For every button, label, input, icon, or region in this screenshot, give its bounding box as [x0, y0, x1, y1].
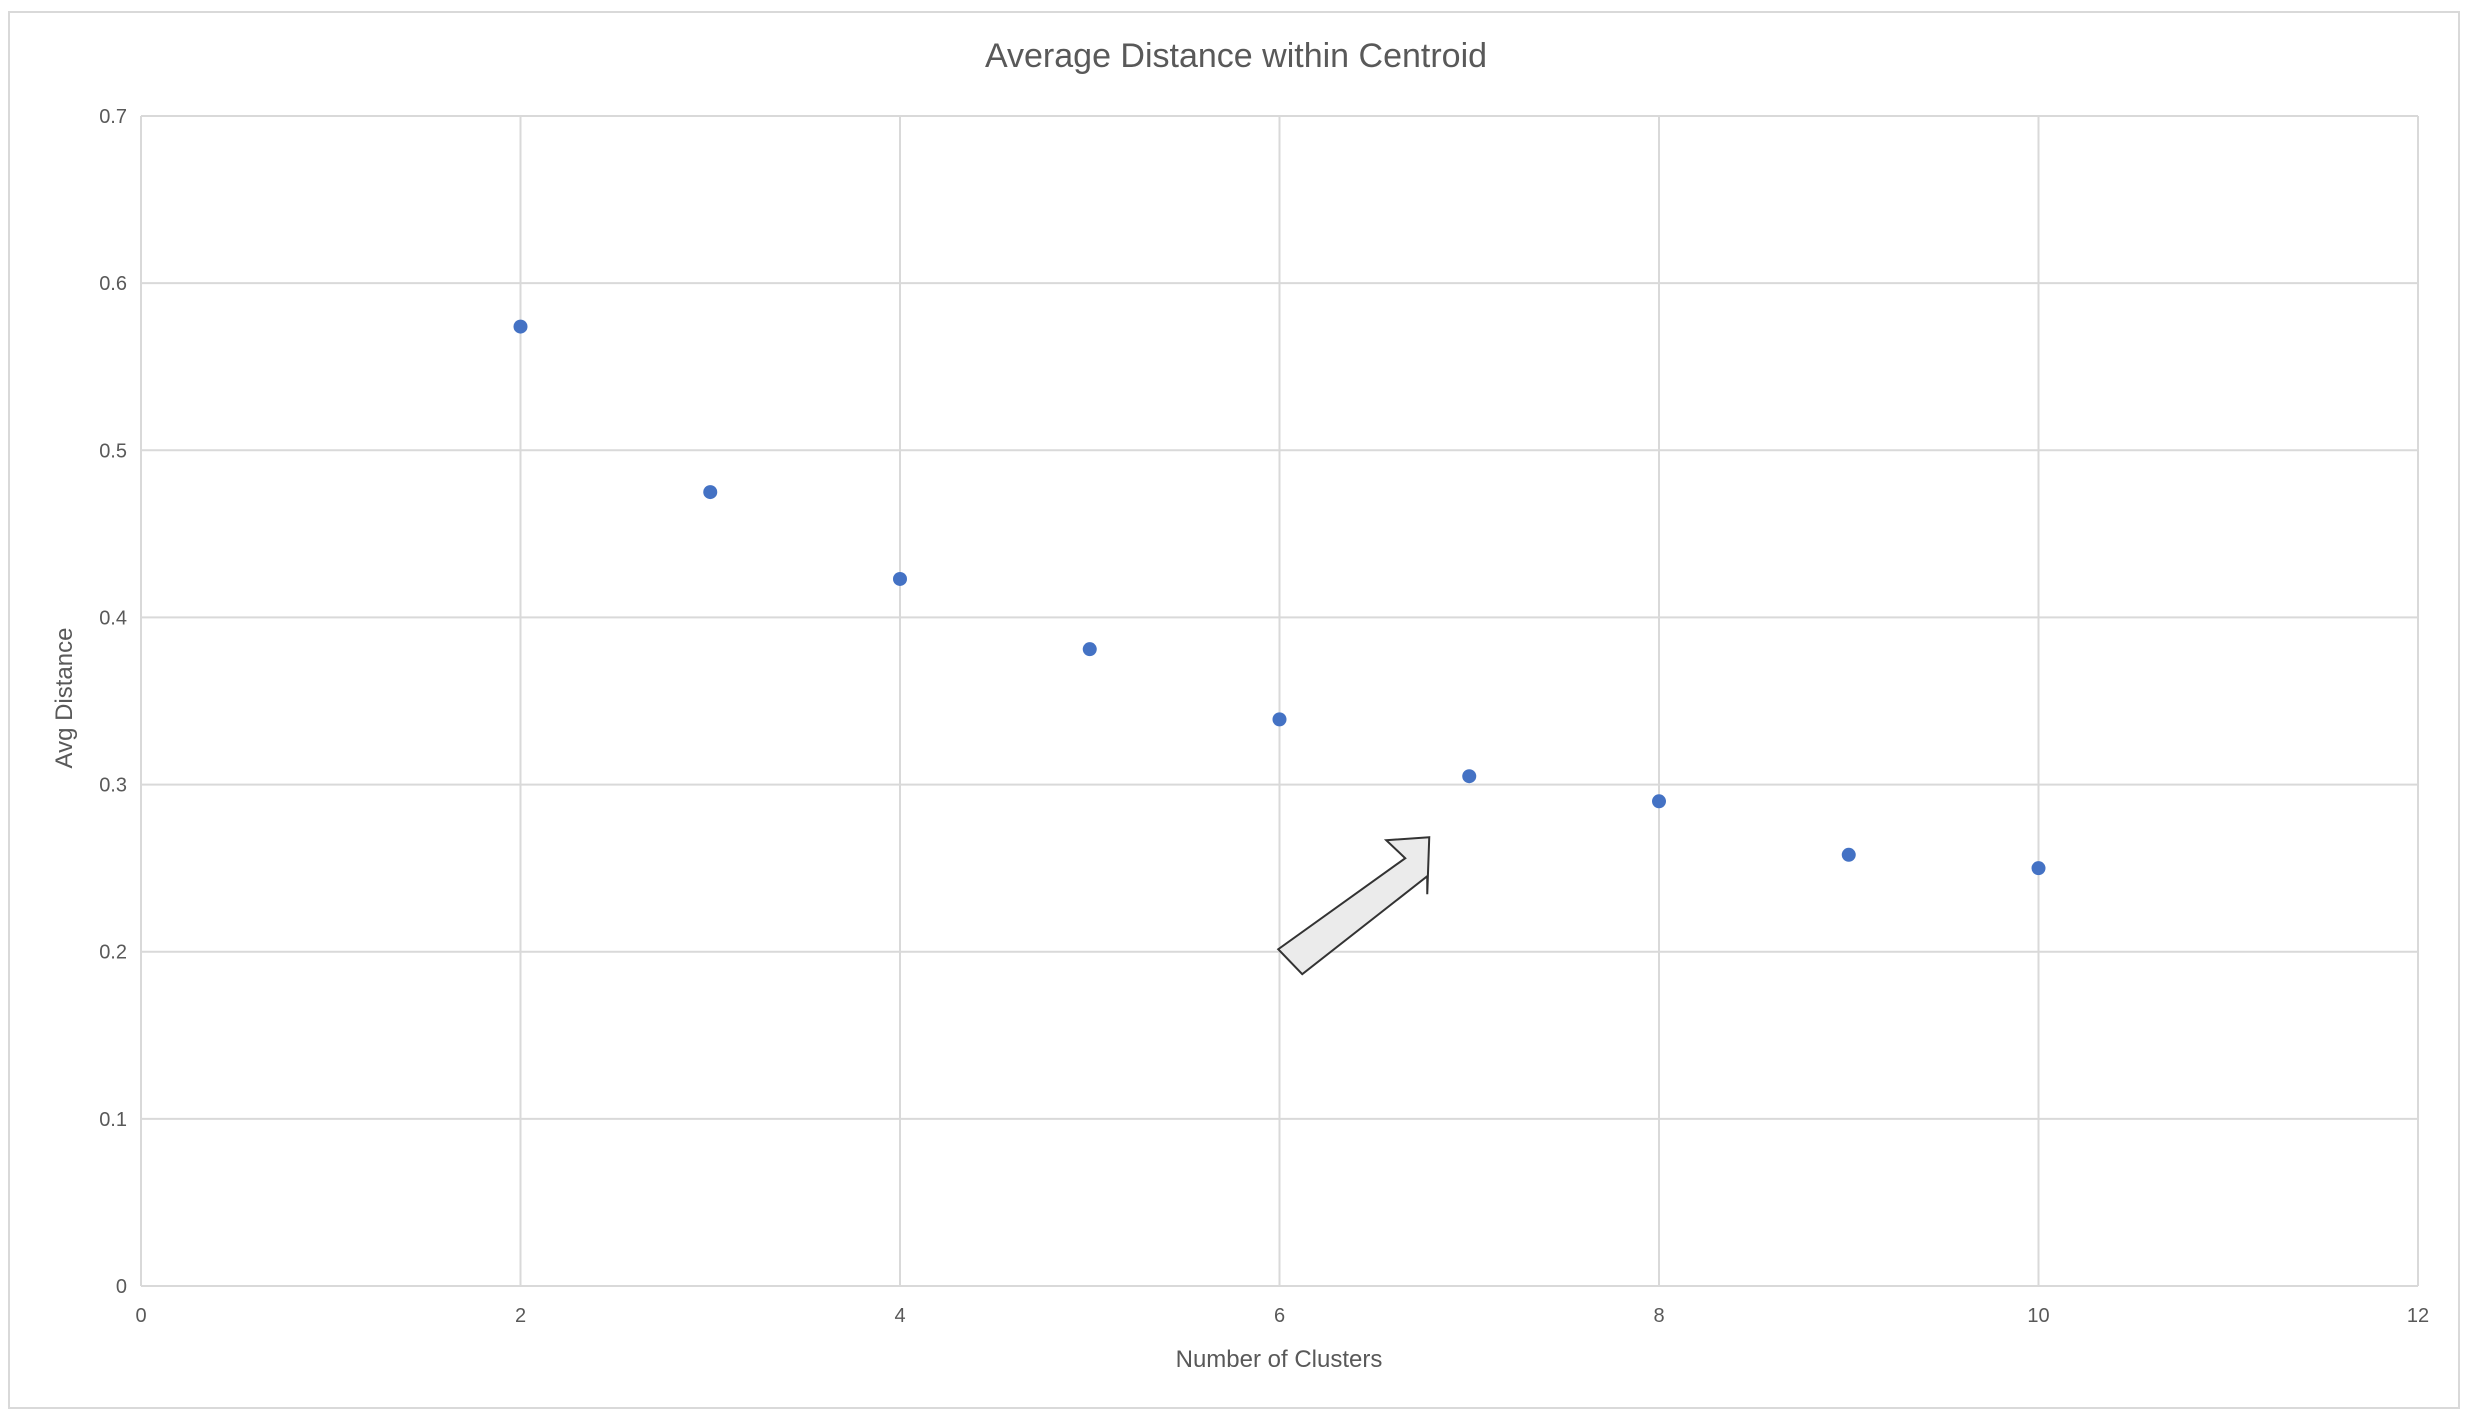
annotation-layer: [1276, 836, 1431, 976]
data-point: [1082, 642, 1097, 657]
data-point: [2031, 861, 2046, 876]
y-tick-label: 0: [116, 1276, 127, 1298]
data-point: [1841, 847, 1856, 862]
x-tick-label: 10: [2027, 1305, 2049, 1327]
y-tick-label: 0.2: [99, 942, 127, 964]
data-point: [703, 485, 718, 500]
y-tick-label: 0.3: [99, 775, 127, 797]
chart-title: Average Distance within Centroid: [985, 37, 1487, 75]
x-tick-label: 6: [1274, 1305, 1285, 1327]
y-axis-ticks: 0 0.1 0.2 0.3 0.4 0.5 0.6 0.7: [99, 106, 127, 1298]
chart-area: 0 0.1 0.2 0.3 0.4 0.5 0.6 0.7 0 2 4 6 8 10 12 Average…: [8, 11, 2460, 1409]
scatter-chart: 0 0.1 0.2 0.3 0.4 0.5 0.6 0.7 0 2 4 6 8 10 12 Average…: [51, 37, 2429, 1373]
data-point: [1652, 794, 1666, 809]
y-tick-label: 0.4: [99, 607, 127, 629]
x-axis-ticks: 0 2 4 6 8 10 12: [135, 1305, 2429, 1327]
gridlines: [140, 115, 2419, 1287]
x-tick-label: 0: [135, 1305, 146, 1327]
y-tick-label: 0.7: [99, 106, 127, 128]
y-axis-title: Avg Distance: [51, 628, 78, 769]
y-tick-label: 0.5: [99, 440, 127, 462]
x-tick-label: 12: [2407, 1305, 2429, 1327]
data-points: [513, 319, 2046, 876]
data-point: [1462, 769, 1477, 784]
x-axis-title: Number of Clusters: [1176, 1346, 1383, 1373]
y-tick-label: 0.1: [99, 1109, 127, 1131]
annotation-arrow: [1276, 836, 1431, 976]
y-tick-label: 0.6: [99, 273, 127, 295]
data-point: [1272, 712, 1287, 727]
x-tick-label: 4: [894, 1305, 905, 1327]
data-point: [893, 571, 907, 586]
x-tick-label: 2: [515, 1305, 526, 1327]
x-tick-label: 8: [1653, 1305, 1664, 1327]
data-point: [513, 319, 528, 334]
